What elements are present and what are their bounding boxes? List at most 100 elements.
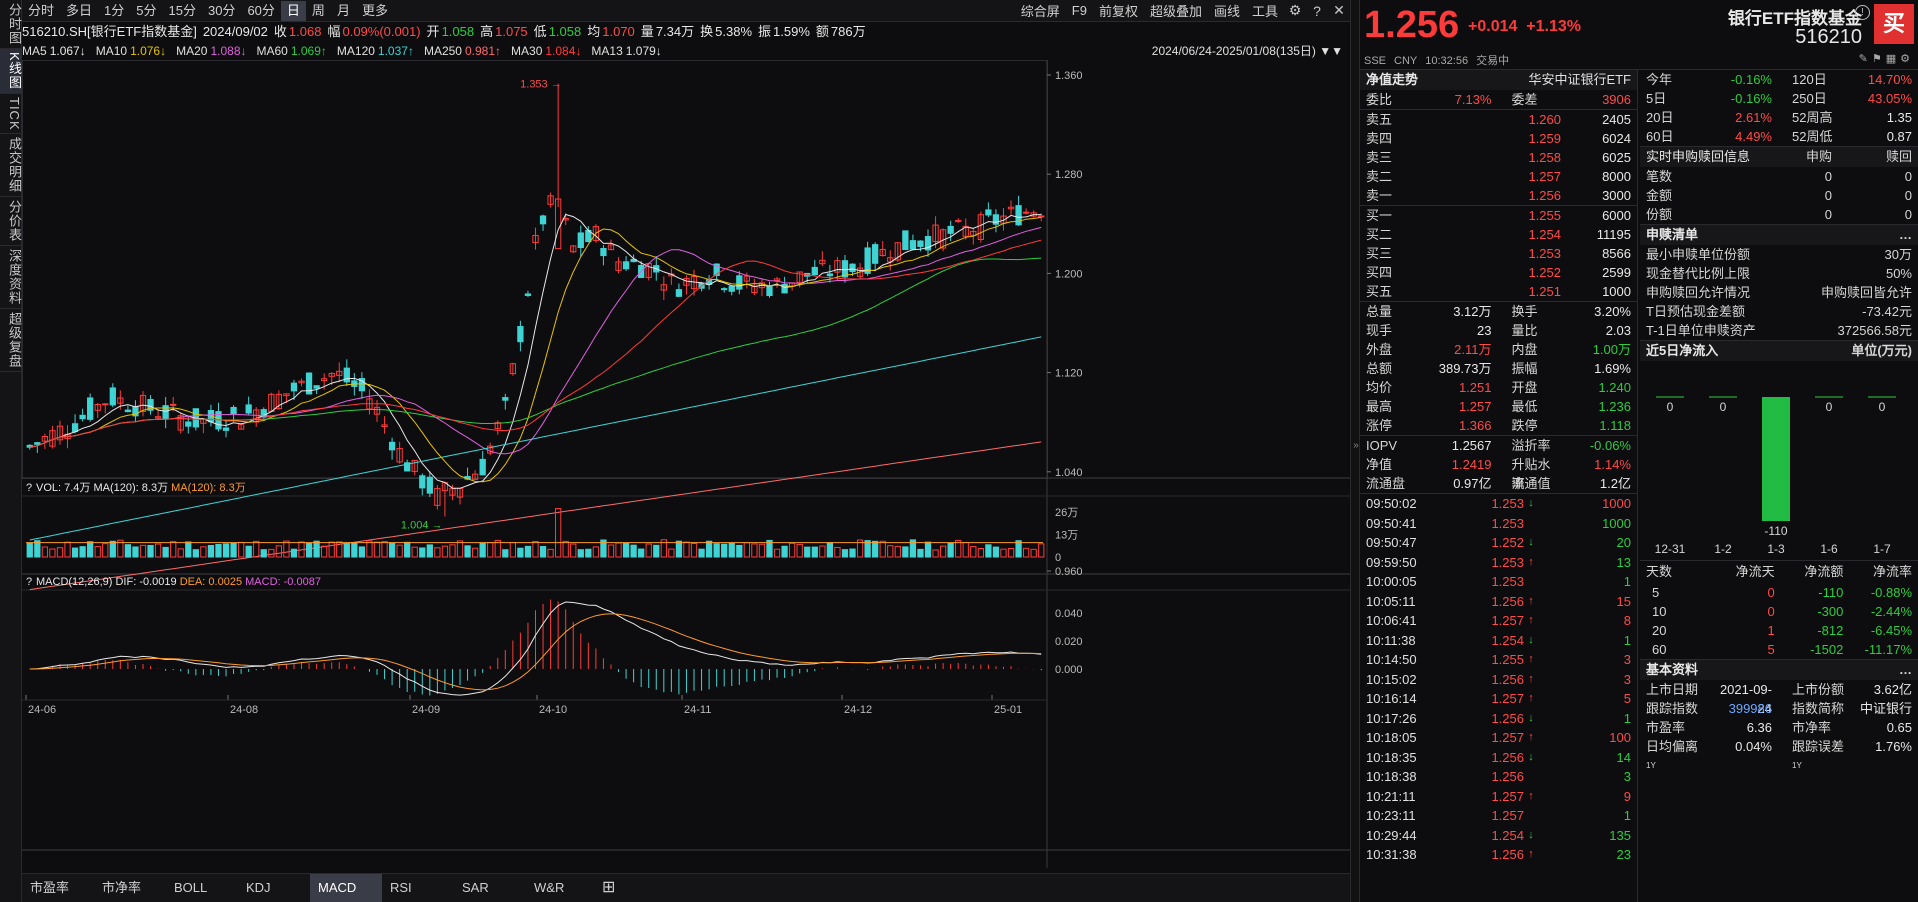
bid-label: 买二 <box>1366 227 1393 242</box>
toolbar-right-2[interactable]: 前复权 <box>1098 4 1138 19</box>
left-tab-6[interactable]: 超级复盘 <box>0 309 22 373</box>
ask-row[interactable]: 卖一 1.256 3000 <box>1360 186 1637 205</box>
toolbar-right-1[interactable]: F9 <box>1071 3 1087 18</box>
toolbar-right-4[interactable]: 画线 <box>1213 4 1240 19</box>
settings-icon[interactable]: ⚙ <box>1900 53 1914 65</box>
ask-row[interactable]: 卖五 1.260 2405 <box>1360 110 1637 129</box>
period-tab-4[interactable]: 15分 <box>168 2 196 18</box>
stat-value: 1.240 <box>1598 380 1631 395</box>
period-tab-10[interactable]: 更多 <box>361 2 388 18</box>
period-tab-2[interactable]: 1分 <box>104 2 125 18</box>
panel-collapse-handle[interactable]: » <box>1350 0 1360 902</box>
x-tick-label: 24-12 <box>844 704 872 716</box>
candle-body <box>1022 211 1030 214</box>
ask-row[interactable]: 卖三 1.258 6025 <box>1360 148 1637 167</box>
close-value: 1.068 <box>288 24 322 39</box>
stat-label: 总量 <box>1366 304 1393 319</box>
amp-label: 幅 <box>327 24 341 39</box>
basic-header[interactable]: 基本资料… <box>1640 660 1918 680</box>
ask-label: 卖一 <box>1366 188 1393 203</box>
tick-volume: 5 <box>1623 691 1631 706</box>
indicator-tab-6[interactable]: SAR <box>462 880 489 895</box>
subscribe-section: 申赎清单 … 最小申赎单位份额 30万 现金替代比例上限 50% 申购赎回允许情况 申购赎回皆… <box>1640 225 1918 341</box>
bid-label: 买三 <box>1366 246 1393 261</box>
more-icon[interactable]: … <box>1899 662 1912 677</box>
candle-body <box>834 260 841 273</box>
min-price-label: 1.004 → <box>401 519 443 531</box>
bid-row[interactable]: 买五 1.251 1000 <box>1360 282 1637 301</box>
toolbar-right-3[interactable]: 超级叠加 <box>1149 4 1202 19</box>
arrow-up-icon: ↑ <box>1528 672 1534 685</box>
close-icon[interactable]: ✕ <box>1333 2 1345 18</box>
market-status: SSE CNY 10:32:56 交易中 <box>1364 55 1510 67</box>
toolbar-right-0[interactable]: 综合屏 <box>1020 4 1060 19</box>
grid-icon[interactable]: ▦ <box>1885 53 1901 65</box>
volume-bar <box>924 541 932 558</box>
ask-row[interactable]: 卖二 1.257 8000 <box>1360 167 1637 186</box>
macd-help-icon[interactable]: ? <box>26 576 32 588</box>
add-indicator-icon[interactable]: ⊞ <box>602 879 616 896</box>
macd-legend: MACD(12,26,9) DIF: -0.0019 DEA: 0.0025 M… <box>36 576 321 588</box>
period-tab-6[interactable]: 60分 <box>247 2 275 18</box>
kline-chart[interactable]: 1.360 1.280 1.200 1.120 1.040 0.960 1.353 → 1.0… <box>22 60 1350 868</box>
left-tab-3[interactable]: 成交明细 <box>0 134 22 198</box>
x-tick-label: 24-10 <box>539 704 567 716</box>
volume-bar <box>600 539 607 558</box>
stat-value: 2.03 <box>1605 323 1631 338</box>
iopv-row: 净值 1.2419 升贴水率 1.14% <box>1360 455 1637 491</box>
tick-row: 10:00:05 1.253 1 <box>1360 572 1637 592</box>
bell-icon[interactable]: ⚑ <box>1871 53 1886 65</box>
candle-body <box>660 284 667 291</box>
toolbar-right-5[interactable]: 工具 <box>1251 4 1278 19</box>
netflow-section: 近5日净流入 单位(万元) 0 12-31 0 1-2 -110 1-3 0 1-6 0 1-7 <box>1640 341 1918 561</box>
date-range[interactable]: 2024/06/24-2025/01/08(135日) ▼▼ <box>1151 44 1343 58</box>
period-tab-9[interactable]: 月 <box>336 2 350 18</box>
subscribe-label: T日预估现金差额 <box>1646 304 1745 319</box>
stat-value: -0.16% <box>1730 72 1772 87</box>
bid-price: 1.252 <box>1528 265 1561 280</box>
settings-gear-icon[interactable]: ⚙ <box>1288 2 1302 18</box>
redeem-a: 0 <box>1824 207 1832 222</box>
period-tab-0[interactable]: 分时 <box>28 2 55 18</box>
volume-bar <box>253 540 260 558</box>
left-tab-2[interactable]: TICK <box>0 94 22 135</box>
period-tab-8[interactable]: 周 <box>311 2 325 18</box>
volume-bar <box>781 545 788 558</box>
tick-volume: 1 <box>1623 710 1631 726</box>
indicator-tab-1[interactable]: 市净率 <box>102 880 142 895</box>
header-tool-icons[interactable]: ✎⚑▦⚙ <box>1859 52 1914 65</box>
arrow-down-icon: ↓ <box>1528 497 1534 509</box>
more-icon[interactable]: … <box>1899 227 1912 242</box>
bid-row[interactable]: 买三 1.253 8566 <box>1360 244 1637 263</box>
bid-row[interactable]: 买二 1.254 11195 <box>1360 225 1637 244</box>
subscribe-header[interactable]: 申赎清单… <box>1640 225 1918 245</box>
left-tab-1[interactable]: K线图 <box>0 49 22 94</box>
period-tab-3[interactable]: 5分 <box>136 2 157 18</box>
stat-value: -0.06% <box>1589 438 1631 453</box>
dif-label: DIF: -0.0019 <box>115 576 179 588</box>
volume-bar <box>419 547 426 558</box>
bid-row[interactable]: 买一 1.255 6000 <box>1360 206 1637 225</box>
indicator-tab-4[interactable]: MACD <box>310 874 382 902</box>
y-tick-label: 1.280 <box>1055 169 1083 181</box>
bid-row[interactable]: 买四 1.252 2599 <box>1360 263 1637 282</box>
nav-row[interactable]: 净值走势 华安中证银行ETF <box>1360 70 1637 90</box>
edit-icon[interactable]: ✎ <box>1858 53 1872 65</box>
ask-row[interactable]: 卖四 1.259 6024 <box>1360 129 1637 148</box>
buy-button[interactable]: 买 <box>1874 4 1914 44</box>
period-tab-5[interactable]: 30分 <box>207 2 236 18</box>
info-icon[interactable]: ! <box>1855 5 1870 20</box>
tick-row: 10:18:35 1.256 ↓ 14 <box>1360 748 1637 768</box>
indicator-tab-2[interactable]: BOLL <box>174 880 208 895</box>
period-tab-7[interactable]: 日 <box>280 0 306 21</box>
indicator-tab-7[interactable]: W&R <box>534 880 565 895</box>
left-tab-5[interactable]: 深度资料 <box>0 246 22 310</box>
indicator-tab-5[interactable]: RSI <box>390 880 412 895</box>
left-tab-0[interactable]: 分时图 <box>0 0 22 49</box>
help-icon[interactable]: ? <box>1313 2 1321 19</box>
vol-help-icon[interactable]: ? <box>26 482 32 494</box>
indicator-tab-0[interactable]: 市盈率 <box>30 880 70 895</box>
left-tab-4[interactable]: 分价表 <box>0 197 22 247</box>
period-tab-1[interactable]: 多日 <box>66 2 93 18</box>
indicator-tab-3[interactable]: KDJ <box>246 880 271 895</box>
